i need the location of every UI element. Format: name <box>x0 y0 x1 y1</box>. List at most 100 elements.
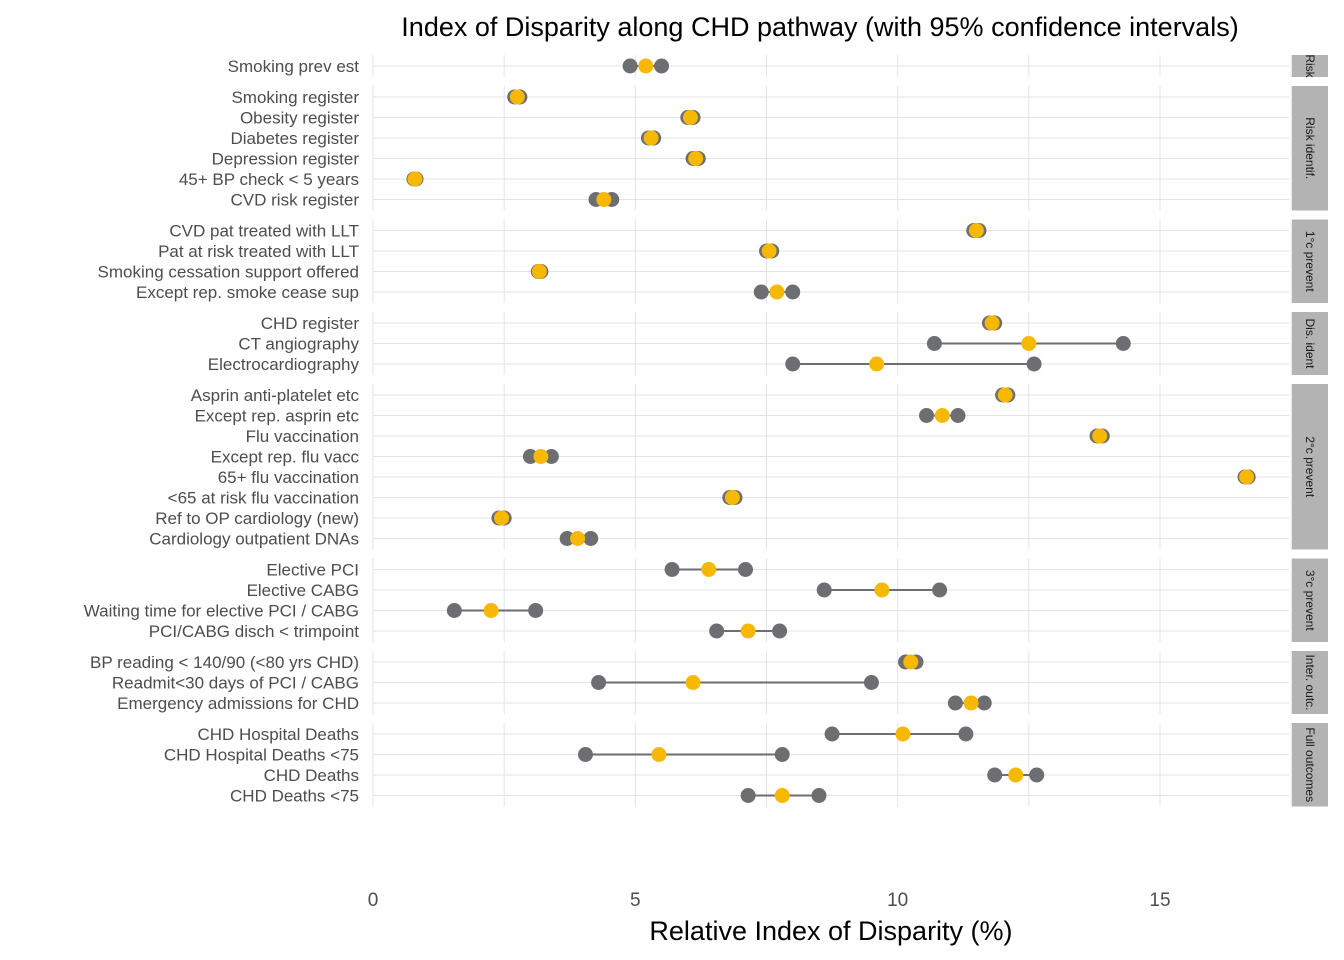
ci-upper-point <box>654 58 670 74</box>
y-tick-label: 45+ BP check < 5 years <box>179 170 359 189</box>
y-tick-label: Pat at risk treated with LLT <box>158 242 359 261</box>
ci-lower-point <box>919 408 935 423</box>
ci-lower-point <box>522 449 538 464</box>
ci-upper-point <box>932 582 948 598</box>
panel-4: Asprin anti-platelet etc Except rep. aspr… <box>149 384 1328 550</box>
y-tick-label: Ref to OP cardiology (new) <box>155 509 359 528</box>
ci-lower-point <box>740 788 756 803</box>
estimate-point <box>701 562 717 577</box>
estimate-point <box>638 58 654 74</box>
estimate-point <box>869 356 885 372</box>
ci-lower-point <box>753 284 769 300</box>
estimate-point <box>570 531 586 546</box>
x-tick-label: 5 <box>630 890 641 911</box>
y-tick-label: Elective CABG <box>247 581 359 600</box>
y-tick-label: CHD Deaths <box>264 766 359 785</box>
estimate-point <box>774 788 790 803</box>
y-tick-label: Cardiology outpatient DNAs <box>149 530 359 549</box>
estimate-point <box>963 695 979 711</box>
estimate-point <box>596 192 612 207</box>
facet-strip-label: Dis. ident <box>1303 318 1317 369</box>
x-tick-label: 15 <box>1149 890 1170 911</box>
y-tick-label: Smoking register <box>231 88 359 107</box>
y-tick-label: Except rep. flu vacc <box>211 448 360 467</box>
facet-strip <box>1292 723 1328 807</box>
y-tick-label: CVD pat treated with LLT <box>169 222 359 241</box>
estimate-point <box>509 89 525 105</box>
estimate-point <box>769 284 785 300</box>
x-axis-label: Relative Index of Disparity (%) <box>649 916 1012 946</box>
estimate-point <box>968 223 984 238</box>
y-tick-label: Flu vaccination <box>246 427 359 446</box>
ci-lower-point <box>987 767 1003 783</box>
facet-strip <box>1292 384 1328 550</box>
x-tick-label: 0 <box>368 890 379 911</box>
panel-7: CHD Hospital Deaths CHD Hospital Deaths <… <box>164 723 1328 807</box>
y-tick-label: CHD Deaths <75 <box>230 787 359 806</box>
y-tick-label: 65+ flu vaccination <box>218 468 359 487</box>
panel-1: Smoking register Obesity registerDiabetes… <box>179 86 1328 211</box>
estimate-point <box>1239 469 1255 485</box>
estimate-point <box>685 675 701 690</box>
facet-strip-label: 3°c prevent <box>1303 570 1317 631</box>
facet-strip <box>1292 219 1328 303</box>
y-tick-label: Obesity register <box>240 109 359 128</box>
panel-0: Smoking prev est Risk <box>228 54 1328 79</box>
y-tick-label: Emergency admissions for CHD <box>117 694 359 713</box>
ci-upper-point <box>950 408 966 423</box>
ci-upper-point <box>976 695 992 711</box>
ci-upper-point <box>528 603 544 618</box>
y-tick-label: Except rep. asprin etc <box>195 407 360 426</box>
estimate-point <box>1092 428 1108 444</box>
estimate-point <box>531 264 547 279</box>
estimate-point <box>1021 336 1037 351</box>
ci-upper-point <box>811 788 827 803</box>
estimate-point <box>407 171 423 187</box>
ci-upper-point <box>1026 356 1042 372</box>
y-tick-label: CT angiography <box>238 335 359 354</box>
ci-upper-point <box>772 623 788 639</box>
estimate-point <box>740 623 756 639</box>
facet-strip-label: 1°c prevent <box>1303 231 1317 292</box>
ci-lower-point <box>816 582 832 598</box>
estimate-point <box>651 747 667 762</box>
estimate-point <box>724 490 740 505</box>
estimate-point <box>483 603 499 618</box>
facet-strip <box>1292 312 1328 375</box>
ci-upper-point <box>738 562 754 577</box>
y-tick-label: Readmit<30 days of PCI / CABG <box>112 674 359 693</box>
facet-strip <box>1292 651 1328 714</box>
ci-upper-point <box>958 726 974 742</box>
y-tick-label: CVD risk register <box>231 191 360 210</box>
panel-3: CHD register CT angiographyElectrocardiog… <box>208 312 1328 375</box>
y-tick-label: Smoking prev est <box>228 57 360 76</box>
ci-lower-point <box>785 356 801 372</box>
y-tick-label: Depression register <box>212 150 360 169</box>
ci-upper-point <box>1115 336 1131 351</box>
estimate-point <box>895 726 911 742</box>
estimate-point <box>494 510 510 526</box>
estimate-point <box>903 654 919 670</box>
ci-upper-point <box>1029 767 1045 783</box>
facet-strip-label: Risk <box>1303 54 1317 78</box>
estimate-point <box>934 408 950 423</box>
ci-lower-point <box>926 336 942 351</box>
ci-lower-point <box>824 726 840 742</box>
x-tick-label: 10 <box>887 890 908 911</box>
y-tick-label: Except rep. smoke cease sup <box>136 283 359 302</box>
estimate-point <box>1008 767 1024 783</box>
ci-upper-point <box>774 747 790 762</box>
chart-title: Index of Disparity along CHD pathway (wi… <box>401 12 1238 42</box>
facet-strip-label: 2°c prevent <box>1303 436 1317 497</box>
ci-lower-point <box>664 562 680 577</box>
estimate-point <box>688 151 704 166</box>
facet-strip-label: Inter. outc. <box>1303 654 1317 710</box>
ci-upper-point <box>583 531 599 546</box>
ci-lower-point <box>947 695 963 711</box>
ci-lower-point <box>709 623 725 639</box>
y-tick-label: Elective PCI <box>266 561 359 580</box>
estimate-point <box>874 582 890 598</box>
ci-upper-point <box>863 675 879 690</box>
ci-lower-point <box>622 58 638 74</box>
